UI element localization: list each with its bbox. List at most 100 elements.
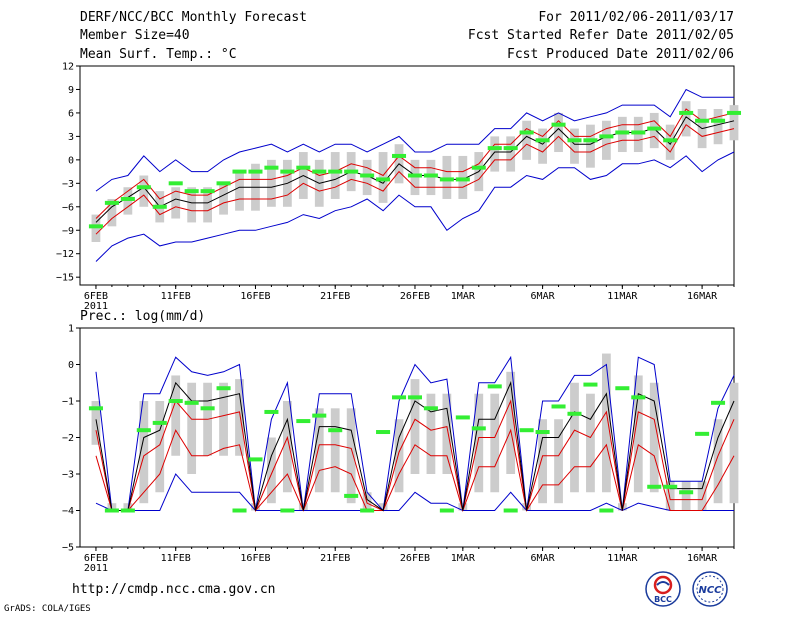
temp-spread-box xyxy=(538,128,547,164)
temp-xtick-label: 1MAR xyxy=(451,291,476,302)
temp-xtick-label: 16MAR xyxy=(687,291,718,302)
temp-spread-box xyxy=(171,187,181,219)
prec-observed-marker xyxy=(184,400,199,405)
prec-observed-marker xyxy=(216,386,231,391)
prec-observed-marker xyxy=(344,493,359,498)
prec-ytick-label: 1 xyxy=(68,324,74,335)
prec-xtick-label: 6FEB xyxy=(84,553,108,564)
temp-observed-marker xyxy=(328,169,343,174)
temp-xtick-year: 2011 xyxy=(84,301,108,312)
temp-outer-upper-line xyxy=(95,88,734,192)
temp-xtick-label: 26FEB xyxy=(400,291,430,302)
temp-ytick-label: 0 xyxy=(68,155,74,166)
prec-observed-marker xyxy=(583,382,598,387)
ncc-logo-text: NCC xyxy=(698,585,722,596)
prec-spread-box xyxy=(442,393,452,474)
temp-observed-marker xyxy=(487,146,502,151)
prec-spread-box xyxy=(91,401,101,445)
temp-xtick-label: 6MAR xyxy=(531,291,556,302)
temp-inner-upper-line xyxy=(95,108,735,219)
temp-spread-box xyxy=(235,171,244,211)
prec-observed-marker xyxy=(296,419,311,424)
ncc-logo: NCC xyxy=(692,571,728,607)
prec-spread-box xyxy=(665,481,675,511)
temp-spread-box xyxy=(681,101,691,137)
prec-observed-marker xyxy=(200,406,215,411)
temp-observed-marker xyxy=(200,189,215,194)
prec-ytick-label: −1 xyxy=(62,397,74,408)
temp-ytick-label: 9 xyxy=(68,85,74,96)
prec-observed-marker xyxy=(423,406,438,411)
temp-spread-box xyxy=(139,175,149,207)
prec-observed-marker xyxy=(376,430,391,435)
started-date: Fcst Started Refer Date 2011/02/05 xyxy=(467,28,734,43)
prec-observed-marker xyxy=(312,413,327,418)
prec-spread-box xyxy=(346,408,356,504)
prec-spread-box xyxy=(267,437,276,504)
temp-inner-lower-line xyxy=(95,123,735,235)
temp-spread-box xyxy=(713,109,723,145)
prec-observed-marker xyxy=(599,508,614,513)
temp-observed-marker xyxy=(232,169,247,174)
temp-observed-marker xyxy=(535,138,550,143)
prec-spread-box xyxy=(538,419,547,504)
temp-observed-marker xyxy=(104,200,119,205)
prec-observed-marker xyxy=(567,411,582,416)
temp-xtick-label: 21FEB xyxy=(320,291,350,302)
prec-spread-box xyxy=(474,393,484,493)
temp-observed-marker xyxy=(663,138,678,143)
temp-spread-box xyxy=(570,128,579,164)
temp-spread-box xyxy=(602,120,611,160)
temp-spread-box xyxy=(107,198,117,227)
prec-observed-marker xyxy=(455,415,470,420)
prec-spread-box xyxy=(235,379,244,456)
prec-spread-box xyxy=(649,382,659,493)
grads-credit: GrADS: COLA/IGES xyxy=(4,604,91,614)
temp-observed-marker xyxy=(583,138,598,143)
prec-observed-marker xyxy=(392,395,407,400)
prec-spread-box xyxy=(506,371,516,474)
prec-observed-marker xyxy=(679,490,694,495)
prec-spread-box xyxy=(713,419,723,504)
prec-observed-marker xyxy=(711,400,726,405)
prec-observed-marker xyxy=(264,409,279,414)
prec-ytick-label: −4 xyxy=(62,506,74,517)
temp-observed-marker xyxy=(439,177,454,182)
temp-observed-marker xyxy=(519,130,534,135)
temp-ytick-label: −3 xyxy=(62,179,74,190)
prec-spread-box xyxy=(586,393,595,493)
temp-observed-marker xyxy=(216,181,231,186)
temp-observed-marker xyxy=(726,110,742,115)
temp-observed-marker xyxy=(647,126,662,131)
temp-spread-box xyxy=(554,112,563,153)
prec-observed-marker xyxy=(535,430,550,435)
prec-spread-box xyxy=(139,401,149,504)
temp-observed-marker xyxy=(679,110,694,115)
prec-observed-marker xyxy=(328,428,343,433)
temp-observed-marker xyxy=(423,173,438,178)
prec-observed-marker xyxy=(152,420,167,425)
prec-observed-marker xyxy=(104,508,119,513)
prec-xtick-year: 2011 xyxy=(84,563,108,574)
temp-xtick-label: 16FEB xyxy=(240,291,270,302)
temp-spread-box xyxy=(330,152,340,199)
temp-observed-marker xyxy=(88,224,103,229)
prec-observed-marker xyxy=(471,426,486,431)
temp-observed-marker xyxy=(567,138,582,143)
temp-observed-marker xyxy=(455,177,470,182)
temp-observed-marker xyxy=(136,185,151,190)
prec-xtick-label: 11FEB xyxy=(161,553,191,564)
prec-spread-box xyxy=(681,481,691,511)
prec-spread-box xyxy=(378,503,388,511)
prec-spread-box xyxy=(282,401,292,493)
prec-ytick-label: −2 xyxy=(62,433,74,444)
forecast-period: For 2011/02/06-2011/03/17 xyxy=(538,10,734,25)
temp-observed-marker xyxy=(296,165,311,170)
prec-observed-marker xyxy=(168,399,183,403)
prec-ytick-label: −3 xyxy=(62,470,74,481)
temp-observed-marker xyxy=(152,204,167,209)
temp-observed-marker xyxy=(695,118,710,123)
variable-label: Mean Surf. Temp.: °C xyxy=(80,47,237,62)
temp-ytick-label: −15 xyxy=(56,273,74,284)
